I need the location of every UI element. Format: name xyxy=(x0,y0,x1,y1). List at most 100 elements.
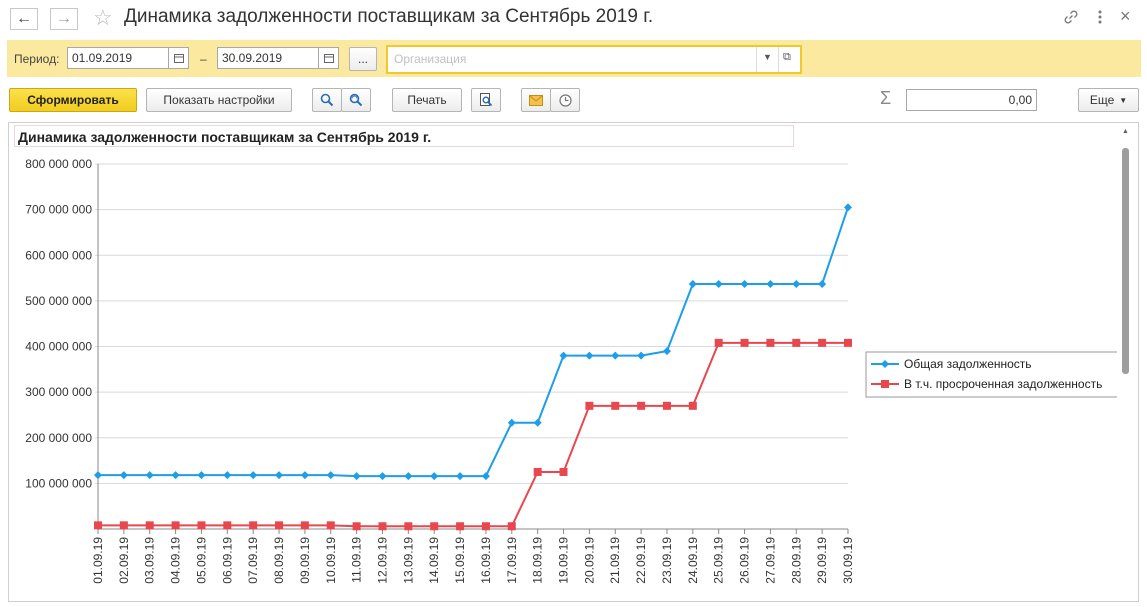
x-tick-label: 30.09.19 xyxy=(841,537,855,584)
x-tick-label: 19.09.19 xyxy=(557,537,571,584)
data-point xyxy=(844,203,852,212)
x-tick-label: 12.09.19 xyxy=(375,537,389,584)
data-point xyxy=(300,471,309,480)
x-tick-label: 26.09.19 xyxy=(738,537,752,584)
close-icon[interactable]: × xyxy=(1120,6,1131,26)
y-tick-label: 600 000 000 xyxy=(25,248,92,262)
x-tick-label: 10.09.19 xyxy=(324,537,338,584)
x-tick-label: 02.09.19 xyxy=(117,537,131,584)
vertical-scrollbar[interactable]: ▲ xyxy=(1117,124,1135,600)
preview-button[interactable] xyxy=(471,88,501,112)
page-title: Динамика задолженности поставщикам за Се… xyxy=(124,6,654,27)
data-point xyxy=(404,522,413,531)
report-title: Динамика задолженности поставщикам за Се… xyxy=(14,125,794,147)
x-tick-label: 01.09.19 xyxy=(91,537,105,584)
scrollbar-thumb[interactable] xyxy=(1122,148,1129,374)
calendar-icon xyxy=(323,54,334,63)
scroll-up-icon[interactable]: ▲ xyxy=(1122,128,1129,135)
data-point xyxy=(714,338,723,347)
y-tick-label: 700 000 000 xyxy=(25,203,92,217)
more-button-label: Еще xyxy=(1089,93,1115,107)
data-point xyxy=(740,338,749,347)
x-tick-label: 20.09.19 xyxy=(582,537,596,584)
data-point xyxy=(688,279,697,288)
organization-placeholder: Организация xyxy=(394,52,467,66)
x-tick-label: 07.09.19 xyxy=(246,537,260,584)
more-vertical-icon[interactable] xyxy=(1096,8,1104,26)
data-point xyxy=(585,401,594,410)
x-tick-label: 29.09.19 xyxy=(815,537,829,584)
data-point xyxy=(300,521,309,530)
date-from-field[interactable]: 01.09.2019 xyxy=(67,47,169,69)
print-button[interactable]: Печать xyxy=(392,88,462,112)
calendar-to-button[interactable] xyxy=(319,47,339,69)
data-point xyxy=(533,418,542,427)
data-point xyxy=(94,471,102,480)
legend-label: В т.ч. просроченная задолженность xyxy=(904,377,1102,391)
data-point xyxy=(223,471,232,480)
data-point xyxy=(611,351,620,360)
date-to-field[interactable]: 30.09.2019 xyxy=(217,47,319,69)
arrow-right-icon: → xyxy=(56,10,72,27)
x-tick-label: 21.09.19 xyxy=(608,537,622,584)
back-button[interactable]: ← xyxy=(10,8,38,30)
data-point xyxy=(119,521,128,530)
data-point xyxy=(585,351,594,360)
calendar-icon xyxy=(173,54,184,63)
x-tick-label: 13.09.19 xyxy=(401,537,415,584)
debt-chart: 800 000 000 700 000 000 600 000 000 500 000… xyxy=(25,157,1117,584)
schedule-button[interactable] xyxy=(550,88,580,112)
sum-icon: Σ xyxy=(880,88,892,108)
data-point xyxy=(145,521,154,530)
sum-value-field[interactable]: 0,00 xyxy=(906,89,1037,111)
data-point xyxy=(481,522,490,531)
data-point xyxy=(559,467,568,476)
x-tick-label: 28.09.19 xyxy=(789,537,803,584)
y-tick-label: 100 000 000 xyxy=(25,476,92,490)
x-tick-label: 18.09.19 xyxy=(531,537,545,584)
x-tick-label: 09.09.19 xyxy=(298,537,312,584)
select-period-button[interactable]: ... xyxy=(349,47,377,71)
data-point xyxy=(378,472,387,481)
y-tick-label: 500 000 000 xyxy=(25,294,92,308)
forward-button[interactable]: → xyxy=(50,8,78,30)
open-icon[interactable]: ⧉ xyxy=(783,51,791,63)
x-tick-label: 27.09.19 xyxy=(763,537,777,584)
search-icon xyxy=(320,93,334,107)
data-point xyxy=(430,472,439,481)
data-point xyxy=(507,418,516,427)
legend-marker xyxy=(881,360,889,368)
data-point xyxy=(507,522,516,531)
data-point xyxy=(637,401,646,410)
data-point xyxy=(792,279,801,288)
data-point xyxy=(766,279,775,288)
period-label: Период: xyxy=(14,52,60,66)
data-point xyxy=(326,521,335,530)
legend-label: Общая задолженность xyxy=(904,357,1032,371)
search-button[interactable] xyxy=(312,88,342,112)
clock-icon xyxy=(558,93,572,107)
advanced-search-button[interactable] xyxy=(341,88,371,112)
data-point xyxy=(249,471,258,480)
x-tick-label: 17.09.19 xyxy=(505,537,519,584)
x-tick-label: 04.09.19 xyxy=(169,537,183,584)
show-settings-button[interactable]: Показать настройки xyxy=(146,88,292,112)
data-point xyxy=(326,471,335,480)
x-tick-label: 05.09.19 xyxy=(194,537,208,584)
link-icon[interactable] xyxy=(1062,8,1080,26)
data-point xyxy=(714,279,723,288)
generate-button[interactable]: Сформировать xyxy=(9,88,137,112)
calendar-from-button[interactable] xyxy=(169,47,189,69)
y-tick-label: 300 000 000 xyxy=(25,385,92,399)
data-point xyxy=(119,471,128,480)
data-point xyxy=(688,401,697,410)
star-icon[interactable]: ☆ xyxy=(93,5,113,30)
data-point xyxy=(171,471,180,480)
organization-field[interactable]: Организация ▼ ⧉ xyxy=(386,45,802,74)
more-button[interactable]: Еще ▼ xyxy=(1078,88,1139,112)
send-email-button[interactable] xyxy=(521,88,551,112)
data-point xyxy=(559,351,568,360)
chevron-down-icon[interactable]: ▼ xyxy=(763,52,772,62)
data-point xyxy=(637,351,646,360)
data-point xyxy=(456,472,465,481)
